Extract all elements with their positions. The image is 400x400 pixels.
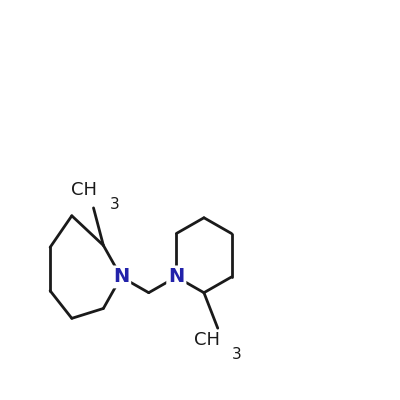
Text: N: N [168, 268, 184, 286]
Text: N: N [113, 268, 129, 286]
Text: 3: 3 [232, 347, 242, 362]
Text: CH: CH [194, 331, 220, 349]
Text: 3: 3 [110, 197, 119, 212]
Text: CH: CH [72, 181, 98, 199]
